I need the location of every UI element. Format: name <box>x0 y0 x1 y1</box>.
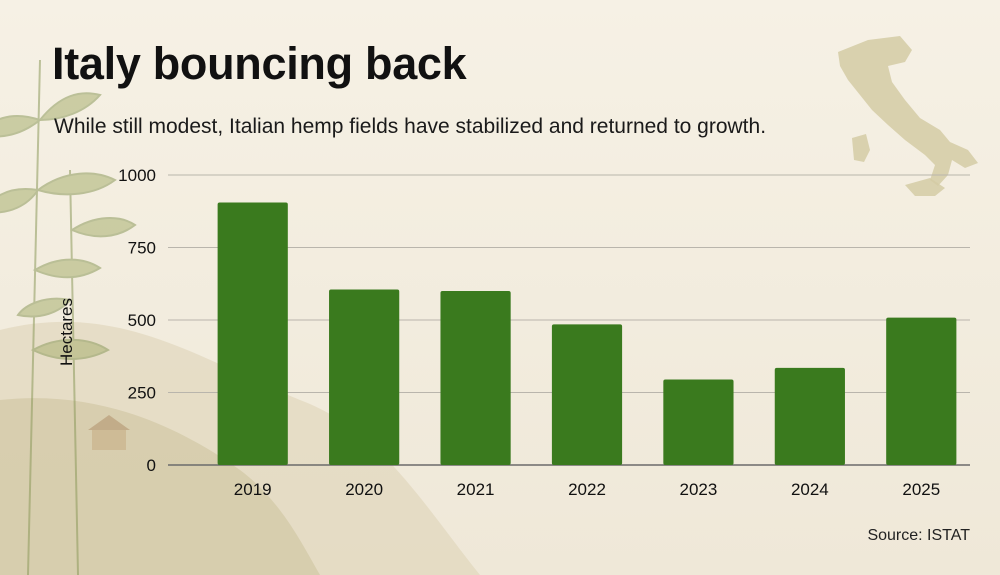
bar-2020 <box>329 289 400 465</box>
background-fields <box>0 398 320 575</box>
bar-2023 <box>663 379 734 465</box>
bar-2019 <box>217 202 288 466</box>
y-tick-label: 750 <box>128 239 156 258</box>
y-tick-label: 500 <box>128 311 156 330</box>
y-tick-label: 0 <box>147 456 156 475</box>
y-tick-label: 1000 <box>118 166 156 185</box>
x-tick-label: 2022 <box>568 480 606 499</box>
page-title: Italy bouncing back <box>52 38 467 89</box>
y-axis-label: Hectares <box>57 298 76 366</box>
sicily-map-icon <box>905 178 945 196</box>
sardinia-map-icon <box>852 134 870 162</box>
x-tick-labels: 2019 2020 2021 2022 2023 2024 2025 <box>234 480 940 499</box>
x-tick-label: 2019 <box>234 480 272 499</box>
x-tick-label: 2023 <box>680 480 718 499</box>
bar-2025 <box>886 317 957 465</box>
x-tick-label: 2021 <box>457 480 495 499</box>
bar-2022 <box>551 324 623 465</box>
bars <box>217 202 957 466</box>
x-tick-label: 2024 <box>791 480 829 499</box>
bar-2024 <box>774 367 845 465</box>
y-tick-label: 250 <box>128 384 156 403</box>
italy-map-icon <box>838 36 978 186</box>
x-tick-label: 2025 <box>902 480 940 499</box>
subtitle: While still modest, Italian hemp fields … <box>54 115 767 138</box>
background-house <box>88 415 130 450</box>
hemp-plant-illustration <box>0 59 137 575</box>
bar-2021 <box>440 291 511 465</box>
y-tick-labels: 0 250 500 750 1000 <box>118 166 156 475</box>
x-tick-label: 2020 <box>345 480 383 499</box>
source-note: Source: ISTAT <box>867 527 970 544</box>
